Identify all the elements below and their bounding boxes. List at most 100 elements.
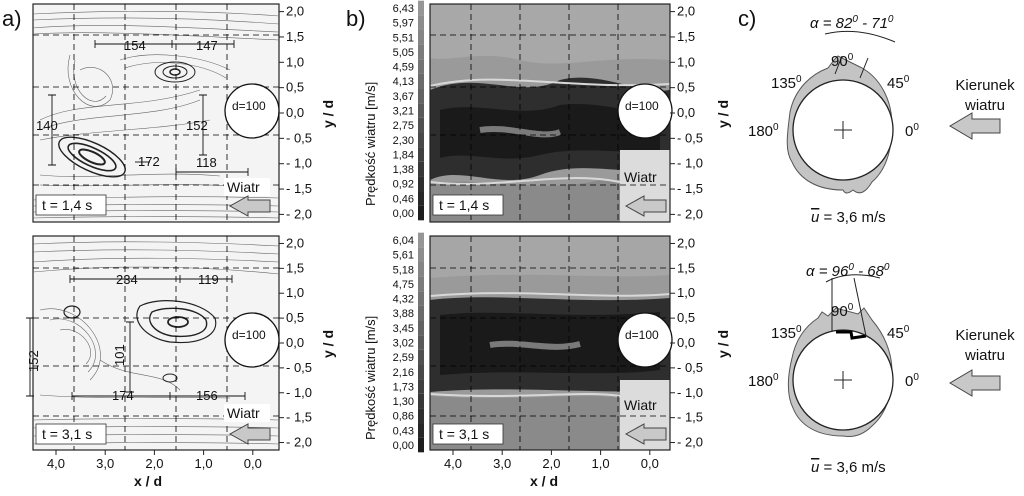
- colorbar-swatch: [418, 335, 424, 350]
- colorbar-tick-label: 5,05: [393, 47, 414, 59]
- dimension-lines-top: [48, 40, 249, 176]
- y-tick-label: 1,0: [286, 54, 304, 69]
- y-tick-label: 0,5: [286, 310, 304, 325]
- wind-arrow-icon: [228, 195, 271, 217]
- dim-label: 152: [26, 350, 41, 372]
- colorbar-tick-label: 0,00: [393, 440, 414, 452]
- y-tick-label: 1,5: [677, 29, 695, 44]
- colorbar-swatch: [418, 247, 424, 262]
- colorbar-swatch: [418, 408, 424, 424]
- colorbar-tick-label: 4,13: [393, 76, 414, 88]
- colorbar-swatch: [418, 176, 424, 192]
- time-label: t = 3,1 s: [439, 426, 489, 442]
- dim-label: 119: [198, 272, 219, 287]
- polar-diagram-bottom: [787, 274, 894, 437]
- polar-diagram-top: [786, 30, 896, 194]
- dim-label: 147: [196, 38, 218, 53]
- colorbar-tick-label: 3,02: [393, 338, 414, 350]
- colorbar-swatch: [418, 73, 424, 89]
- colorbar-swatch: [418, 423, 424, 438]
- y-tick-label: - 0,5: [286, 130, 312, 145]
- time-box: [432, 423, 504, 445]
- colorbar-tick-label: 0,43: [393, 425, 414, 437]
- y-tick-label: - 1,5: [677, 410, 703, 425]
- wind-direction-arrow-icon: [949, 369, 1001, 397]
- colorbar-tick-label: 5,18: [393, 264, 414, 276]
- wind-label: Wiatr: [227, 179, 260, 195]
- colorbar-tick-label: 3,21: [393, 106, 414, 118]
- x-tick-label: 0,0: [641, 456, 659, 471]
- polar-angle-label: 450: [887, 324, 910, 342]
- polar-angle-label: 1350: [771, 324, 802, 342]
- dim-label: 156: [196, 388, 218, 403]
- x-tick-label: 1,0: [592, 456, 610, 471]
- colorbar-tick-label: 3,45: [393, 323, 414, 335]
- colorbar-tick-label: 0,86: [393, 411, 414, 423]
- y-tick-label: 1,5: [286, 29, 304, 44]
- y-tick-label: - 2,0: [286, 435, 312, 450]
- dim-label: 234: [116, 272, 138, 287]
- streamline-panel-bottom: 234 119 152 101 174 156 d=100 t = 3,1 s …: [26, 235, 280, 451]
- y-axis-title-b-top: y / d: [715, 100, 731, 128]
- dim-label: 101: [112, 344, 127, 366]
- colorbar-swatch: [418, 15, 424, 30]
- polar-angle-label: 1800: [748, 122, 779, 140]
- y-tick-label: - 0,5: [677, 360, 703, 375]
- panel-letter-c: c): [738, 6, 756, 31]
- colorbar-swatch: [418, 305, 424, 321]
- colorbar-swatch: [418, 320, 424, 336]
- wind-arrow-icon: [624, 195, 667, 217]
- time-label: t = 3,1 s: [42, 426, 92, 442]
- colorbar-tick-label: 2,16: [393, 367, 414, 379]
- x-tick-label: 1,0: [195, 456, 213, 471]
- colorbar-swatch: [418, 437, 424, 453]
- panel-letter-a: a): [2, 6, 22, 31]
- x-tick-label: 2,0: [542, 456, 560, 471]
- polar-angle-label: 450: [887, 74, 910, 92]
- colorbar-tick-label: 5,61: [393, 250, 414, 262]
- y-tick-label: 2,0: [286, 235, 304, 250]
- colorbar-tick-label: 4,32: [393, 294, 414, 306]
- colorbar-tick-label: 3,67: [393, 91, 414, 103]
- wind-direction-label: wiatru: [964, 347, 1005, 364]
- x-tick-label: 3,0: [493, 456, 511, 471]
- wind-arrow-icon: [228, 423, 271, 445]
- colorbar-swatch: [418, 88, 424, 104]
- colorbar-swatch: [418, 29, 424, 45]
- y-tick-label: 0,0: [286, 105, 304, 120]
- y-tick-label: 1,0: [677, 285, 695, 300]
- dim-label: 174: [112, 388, 134, 403]
- wind-direction-label: Kierunek: [955, 77, 1015, 94]
- x-tick-label: 4,0: [47, 456, 65, 471]
- grid-bottom-b: [430, 236, 670, 450]
- time-label: t = 1,4 s: [439, 197, 489, 213]
- y-tick-label: - 1,5: [286, 410, 312, 425]
- colorbar-tick-label: 2,75: [393, 120, 414, 132]
- time-label: t = 1,4 s: [42, 197, 92, 213]
- colorbar-title-bottom: Prędkość wiatru [m/s]: [363, 316, 378, 440]
- colorbar-swatch: [418, 147, 424, 162]
- panel-letter-b: b): [346, 6, 366, 31]
- colorbar-swatch: [418, 59, 424, 74]
- colorbar-swatch: [418, 393, 424, 409]
- colorbar-tick-label: 5,97: [393, 18, 414, 30]
- x-axis-title-a: x / d: [134, 473, 162, 489]
- polar-angle-label: 1350: [771, 74, 802, 92]
- y-axis-title-a-top: y / d: [320, 100, 336, 128]
- time-box: [432, 194, 504, 216]
- y-axis-title-a-bottom: y / d: [320, 330, 336, 358]
- colorbar-swatch: [418, 276, 424, 292]
- y-tick-label: 2,0: [677, 4, 695, 19]
- y-tick-label: - 1,0: [677, 156, 703, 171]
- colorbar-swatch: [418, 205, 424, 221]
- colorbar-swatch: [418, 191, 424, 206]
- colorbar-tick-label: 4,75: [393, 279, 414, 291]
- y-tick-label: - 1,0: [286, 385, 312, 400]
- cylinder: [617, 83, 673, 139]
- vortices-bottom: [63, 300, 217, 383]
- colorbar-tick-label: 1,73: [393, 381, 414, 393]
- colorbar-swatch: [418, 44, 424, 60]
- alpha-angle-label: α = 820 - 710: [810, 14, 894, 32]
- wind-direction-arrow-icon: [949, 112, 1001, 140]
